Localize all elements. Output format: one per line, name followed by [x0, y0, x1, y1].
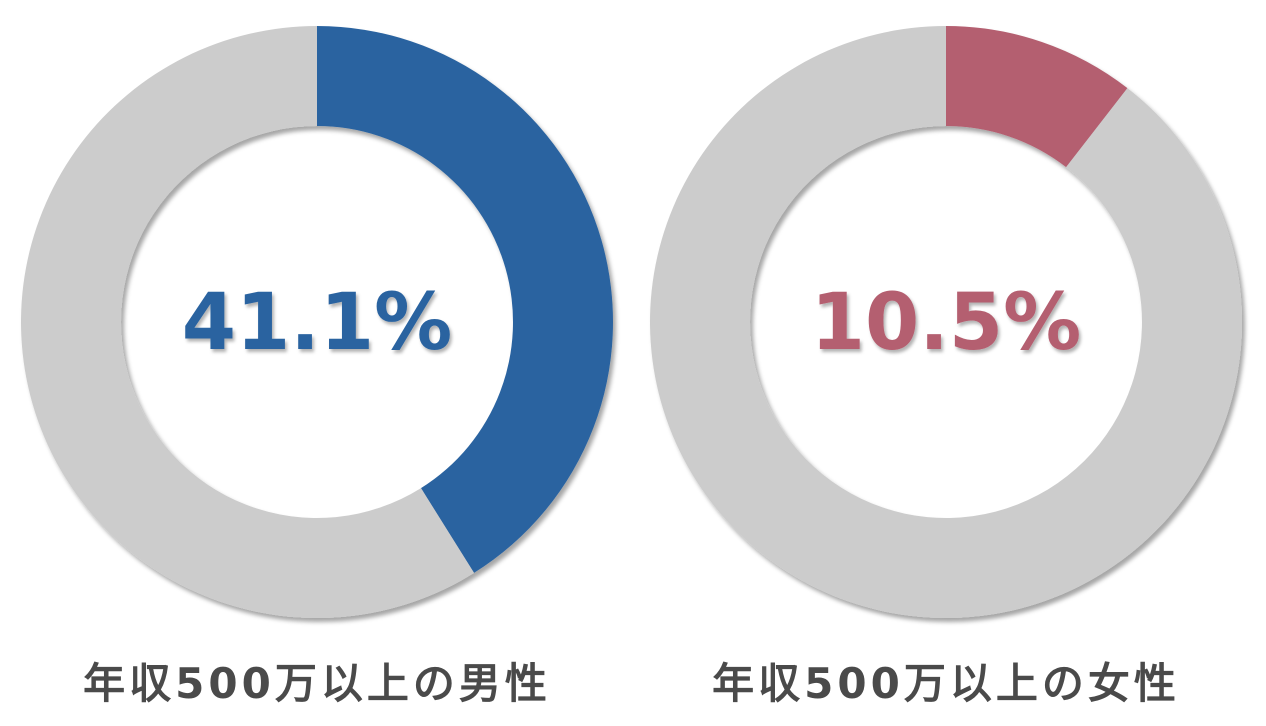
- male-remainder-slice: [20, 26, 475, 619]
- male-highlight-slice: [317, 26, 613, 573]
- male-chart-caption: 年収500万以上の男性: [83, 659, 551, 708]
- female-remainder-slice: [650, 26, 1242, 618]
- female-highlight-slice: [946, 26, 1128, 168]
- male-percentage-label: 41.1%: [182, 278, 453, 368]
- female-percentage-label: 10.5%: [811, 278, 1082, 368]
- female-chart-caption: 年収500万以上の女性: [712, 659, 1180, 708]
- female-donut: [650, 26, 1242, 618]
- male-donut: [20, 26, 613, 619]
